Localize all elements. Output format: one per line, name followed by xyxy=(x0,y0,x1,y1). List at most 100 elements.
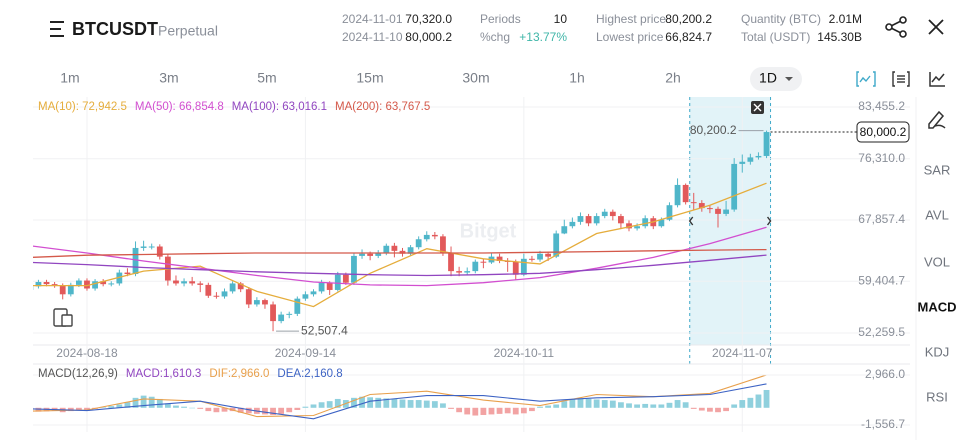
candle-body xyxy=(464,271,471,273)
indicator-tab[interactable]: MACD xyxy=(918,299,957,314)
timeframe-tab[interactable]: 1m xyxy=(60,70,79,86)
plot-area xyxy=(33,130,770,420)
selection-handle-left[interactable] xyxy=(688,216,694,226)
macd-bar xyxy=(221,407,228,412)
draw-icon[interactable] xyxy=(928,110,946,129)
selection-handle-right[interactable] xyxy=(766,216,772,226)
candle-body xyxy=(577,216,584,222)
range-end-price: 80,000.2 xyxy=(405,30,452,44)
last-price-label: 80,000.2 xyxy=(860,125,907,139)
macd-bar xyxy=(707,407,713,412)
device-icon[interactable] xyxy=(53,308,73,327)
candle-body xyxy=(674,184,681,206)
macd-bar xyxy=(35,407,42,412)
macd-tick-label: 2,966.0 xyxy=(865,367,905,381)
candle-body xyxy=(569,221,576,227)
macd-bar xyxy=(529,407,535,412)
timeframe-tab[interactable]: 3m xyxy=(159,70,178,86)
macd-bar xyxy=(747,397,754,408)
timeframe-tab[interactable]: 2h xyxy=(665,70,681,86)
timeframe-selected-bg xyxy=(750,67,802,91)
timeframe-tab[interactable]: 1h xyxy=(569,70,585,86)
range-start-price: 70,320.0 xyxy=(405,12,452,26)
chart-style-icon[interactable] xyxy=(929,72,945,87)
candle-body xyxy=(609,211,616,217)
indicator-toggle-icon[interactable] xyxy=(856,71,876,87)
candle-body xyxy=(448,253,454,272)
y-tick-label: 59,404.7 xyxy=(858,273,905,287)
indicator-tab[interactable]: AVL xyxy=(925,207,949,222)
macd-legend-entry: DEA:2,160.8 xyxy=(277,368,342,380)
candle-body xyxy=(294,298,301,314)
timeframe-tab[interactable]: 30m xyxy=(462,70,489,86)
timeframe-tab[interactable]: 1D xyxy=(759,70,777,86)
macd-bar xyxy=(423,400,430,408)
macd-title: MACD(12,26,9) xyxy=(38,368,118,380)
macd-bar xyxy=(512,407,519,415)
candle-body xyxy=(245,289,252,305)
macd-bar xyxy=(763,389,770,408)
macd-bar xyxy=(262,407,268,415)
stat-label: Lowest price xyxy=(596,30,664,44)
macd-bar xyxy=(601,400,608,408)
candle-body xyxy=(253,300,260,305)
indicator-tab[interactable]: RSI xyxy=(926,389,948,404)
indicator-tab[interactable]: VOL xyxy=(924,254,950,269)
close-icon[interactable] xyxy=(928,19,944,35)
stat-label: Total (USDT) xyxy=(741,30,810,44)
macd-bar xyxy=(116,404,123,408)
candle-body xyxy=(585,216,592,224)
candle-body xyxy=(59,285,66,295)
symbol[interactable]: BTCUSDT xyxy=(72,19,158,39)
timeframe-tab[interactable]: 15m xyxy=(356,70,383,86)
candle-body xyxy=(205,284,212,296)
macd-bar xyxy=(67,407,74,412)
candle-body xyxy=(310,291,317,295)
candle-body xyxy=(715,208,721,214)
candle-body xyxy=(472,261,479,272)
candle-body xyxy=(270,304,276,322)
macd-tick-label: -1,556.7 xyxy=(861,417,905,431)
macd-bar xyxy=(682,402,689,408)
macd-bar xyxy=(124,402,131,408)
macd-bar xyxy=(456,407,463,413)
macd-bar xyxy=(739,400,746,408)
contract-type: Perpetual xyxy=(158,23,218,39)
x-tick-label: 2024-11-07 xyxy=(712,346,773,360)
candle-body xyxy=(593,216,600,224)
macd-bar xyxy=(310,404,317,408)
macd-bar xyxy=(33,407,34,412)
candle-body xyxy=(342,274,349,283)
macd-bar xyxy=(173,405,179,408)
dropdown-caret[interactable] xyxy=(785,77,793,81)
legend-entry: MA(200): 63,767.5 xyxy=(335,101,430,113)
timeframe-tab[interactable]: 5m xyxy=(257,70,276,86)
macd-bar xyxy=(75,407,82,411)
macd-bar xyxy=(278,407,285,414)
y-tick-label: 67,857.4 xyxy=(858,212,905,226)
candle-body xyxy=(601,211,608,217)
candle-body xyxy=(763,132,770,156)
list-icon[interactable] xyxy=(892,71,910,87)
candle-body xyxy=(545,253,552,257)
share-icon[interactable] xyxy=(885,16,907,38)
indicator-tab[interactable]: KDJ xyxy=(925,344,950,359)
macd-bar xyxy=(666,402,673,408)
macd-bar xyxy=(715,407,721,413)
macd-bar xyxy=(464,407,471,415)
macd-bar xyxy=(375,397,382,408)
watermark: Bitget xyxy=(460,220,517,242)
macd-legend-entry: DIF:2,966.0 xyxy=(209,368,269,380)
macd-bar xyxy=(391,398,398,408)
menu-icon[interactable] xyxy=(50,21,64,37)
macd-bar xyxy=(407,400,414,408)
stat-value: +13.77% xyxy=(519,30,567,44)
candle-body xyxy=(84,280,90,289)
stat-value: 80,200.2 xyxy=(665,12,712,26)
macd-bar xyxy=(140,395,147,408)
selection-close-x xyxy=(753,103,762,112)
candle-body xyxy=(43,281,50,285)
stat-value: 145.30B xyxy=(817,30,862,44)
indicator-tab[interactable]: SAR xyxy=(924,162,951,177)
